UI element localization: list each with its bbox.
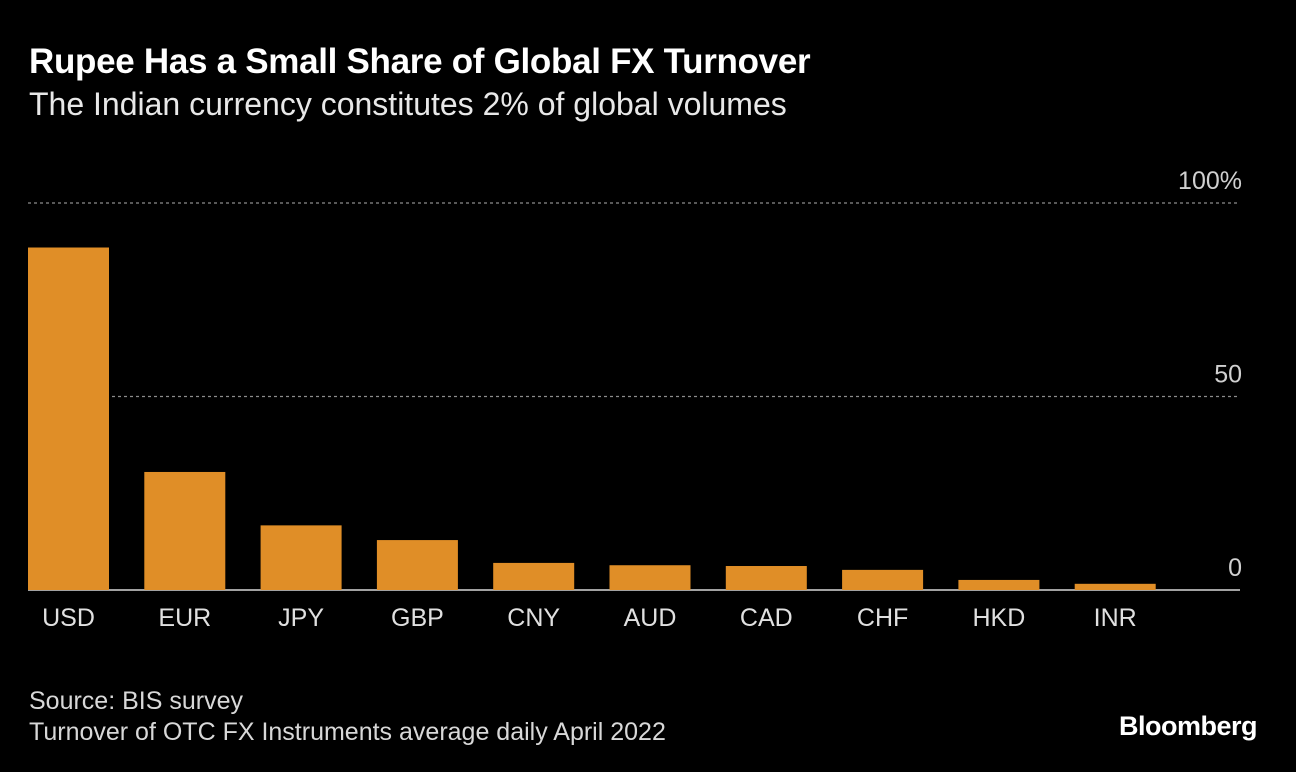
y-tick-labels: 0 50 100% xyxy=(1178,167,1242,582)
category-labels: USD EUR JPY GBP CNY AUD CAD CHF HKD INR xyxy=(42,604,1137,632)
x-tick-label-gbp: GBP xyxy=(391,604,444,632)
bar-inr xyxy=(1074,583,1156,590)
bar-eur xyxy=(144,471,226,590)
x-tick-label-aud: AUD xyxy=(624,604,677,632)
bar-chf xyxy=(842,569,924,590)
x-tick-label-hkd: HKD xyxy=(973,604,1026,632)
x-tick-label-jpy: JPY xyxy=(278,604,324,632)
y-tick-label-50: 50 xyxy=(1214,361,1242,389)
bar-usd xyxy=(28,247,109,590)
bar-jpy xyxy=(260,525,342,590)
bar-cad xyxy=(725,566,807,590)
bar-chart: USD EUR JPY GBP CNY AUD CAD CHF HKD INR 0 50 100% xyxy=(28,167,1242,632)
y-tick-label-0: 0 xyxy=(1228,554,1242,582)
x-tick-label-usd: USD xyxy=(42,604,95,632)
x-tick-label-cad: CAD xyxy=(740,604,793,632)
description-note: Turnover of OTC FX Instruments average d… xyxy=(29,718,666,746)
bar-gbp xyxy=(376,540,458,590)
y-tick-label-100: 100% xyxy=(1178,167,1242,195)
bar-cny xyxy=(493,562,575,590)
chart-title: Rupee Has a Small Share of Global FX Tur… xyxy=(29,42,811,81)
x-tick-label-eur: EUR xyxy=(158,604,211,632)
footer: Source: BIS survey Turnover of OTC FX In… xyxy=(29,686,666,748)
x-tick-label-chf: CHF xyxy=(857,604,908,632)
x-tick-label-inr: INR xyxy=(1094,604,1137,632)
bars xyxy=(28,247,1156,590)
x-tick-label-cny: CNY xyxy=(507,604,560,632)
source-note: Source: BIS survey xyxy=(29,687,243,715)
bloomberg-logo: Bloomberg xyxy=(1118,711,1258,741)
bar-hkd xyxy=(958,579,1040,590)
bar-aud xyxy=(609,565,691,590)
chart-subtitle: The Indian currency constitutes 2% of gl… xyxy=(29,86,787,122)
